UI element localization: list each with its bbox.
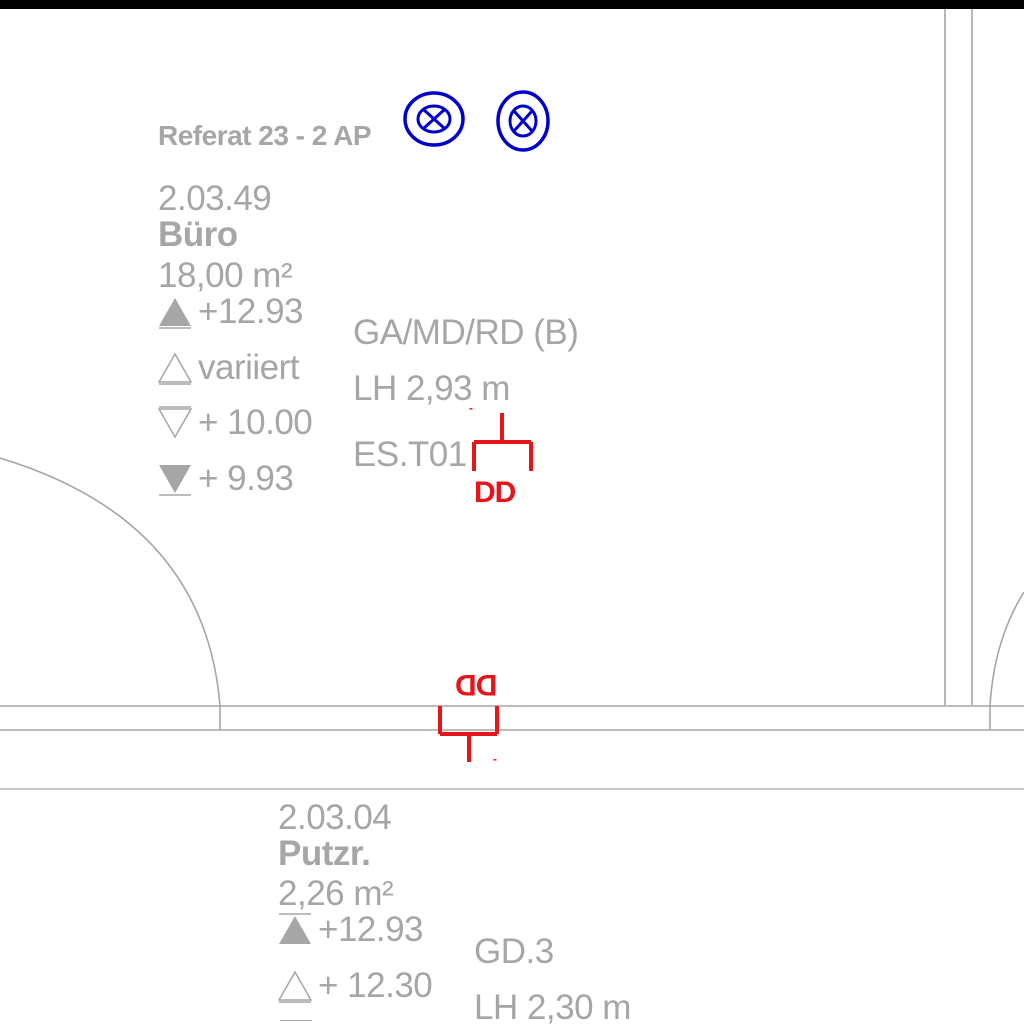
level-row: + 12.30 (278, 966, 433, 1005)
room-usage-upper: GA/MD/RD (B) (353, 313, 579, 352)
level-value: +12.93 (318, 910, 424, 949)
data-outlet-icon-lower (438, 706, 499, 762)
outlet-label-lower: DD (456, 668, 498, 701)
filled-up-triangle-icon (159, 297, 191, 329)
level-value: + 10.00 (198, 403, 313, 442)
level-row: variiert (158, 348, 300, 387)
level-value: + 12.30 (318, 966, 433, 1005)
outlet-label-upper: DD (474, 476, 516, 509)
level-marker-partial (280, 1020, 312, 1025)
outlet-mark-lower: - (493, 752, 497, 766)
clear-height-upper: LH 2,93 m (353, 369, 510, 408)
fixture-code: ES.T01 (353, 435, 467, 474)
outline-up-triangle-icon (278, 969, 312, 1003)
outline-down-triangle-icon (158, 405, 192, 439)
room-name-lower: Putzr. (278, 834, 371, 873)
room-number-upper: 2.03.49 (158, 179, 272, 218)
clear-height-lower: LH 2,30 m (474, 988, 631, 1027)
top-frame-bar (0, 0, 1024, 9)
level-row: + 10.00 (158, 403, 313, 442)
door-swing-arc-left (0, 457, 221, 707)
data-outlet-icon-upper (472, 413, 533, 471)
department-label: Referat 23 - 2 AP (158, 120, 372, 151)
level-row: +12.93 (278, 910, 424, 949)
room-area-upper: 18,00 m² (158, 256, 293, 295)
ceiling-light-icon (403, 91, 465, 147)
filled-up-triangle-icon (279, 912, 311, 944)
level-value: variiert (198, 348, 300, 387)
room-number-lower: 2.03.04 (278, 798, 392, 837)
outline-up-triangle-icon (158, 351, 192, 385)
level-value: + 9.93 (198, 459, 294, 498)
ceiling-light-icon (496, 90, 550, 152)
room-usage-lower: GD.3 (474, 932, 554, 971)
level-row: +12.93 (158, 292, 304, 331)
level-row: + 9.93 (158, 459, 294, 498)
level-value: +12.93 (198, 292, 304, 331)
filled-down-triangle-icon (159, 464, 191, 496)
room-name-upper: Büro (158, 215, 238, 254)
outlet-mark-upper: - (469, 401, 473, 415)
door-swing-arc-right (989, 591, 1024, 707)
room-area-lower: 2,26 m² (278, 874, 394, 913)
